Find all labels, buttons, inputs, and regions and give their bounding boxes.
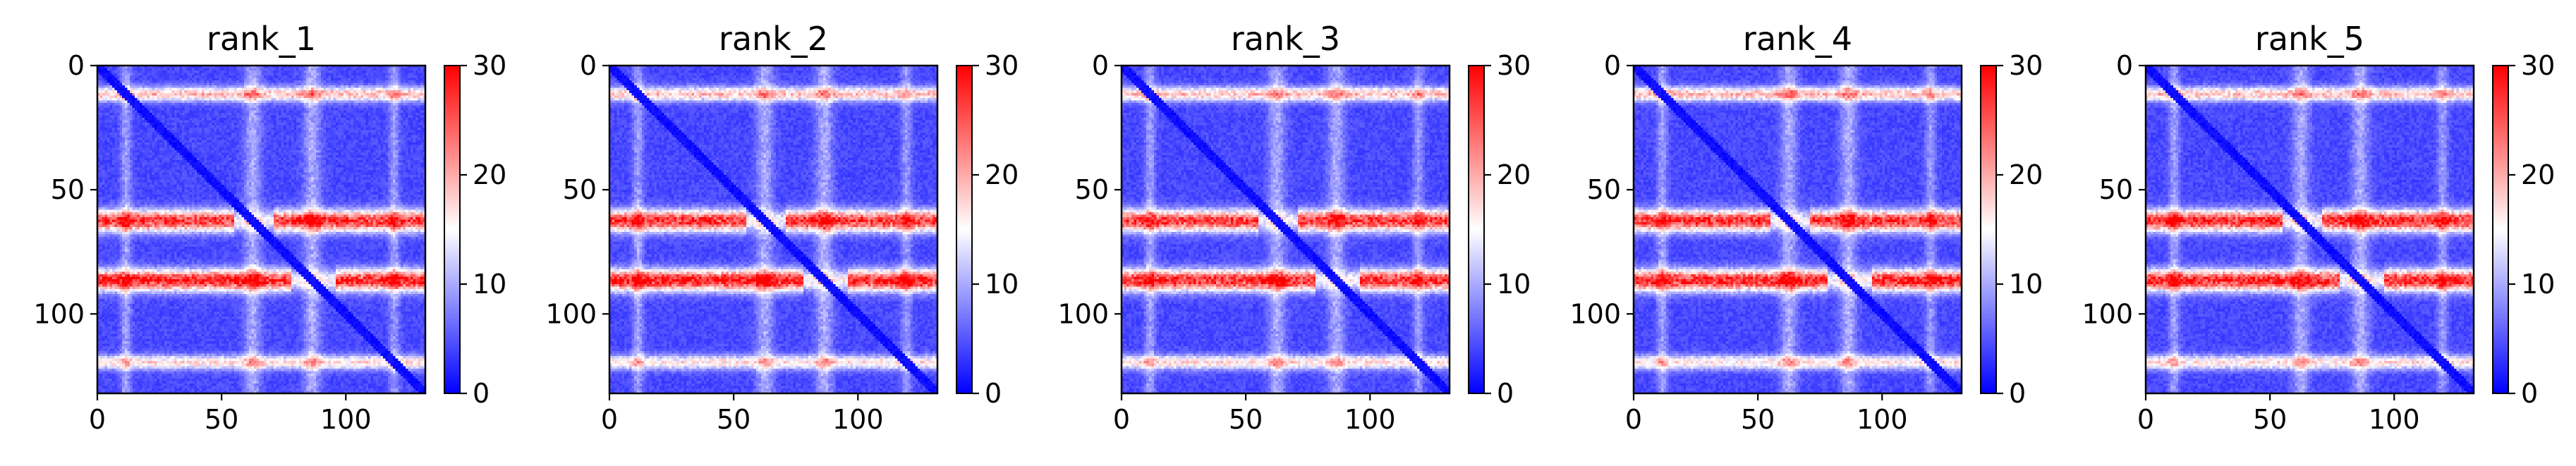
colorbar-frame (956, 65, 973, 394)
colorbar-tick-label: 30 (473, 50, 506, 81)
colorbar-frame (444, 65, 461, 394)
colorbar-frame (1980, 65, 1997, 394)
heatmap-image (2146, 66, 2474, 393)
colorbar-tick-label: 0 (1497, 378, 1514, 409)
x-tick-label: 100 (1857, 404, 1908, 435)
y-tick-label: 100 (2082, 298, 2133, 329)
colorbar (1981, 66, 1996, 393)
y-tick-label: 50 (51, 174, 85, 205)
y-tick-label: 100 (1569, 298, 1621, 329)
colorbar-tick-label: 30 (2521, 50, 2555, 81)
panel-title: rank_1 (207, 20, 316, 58)
x-tick-label: 50 (2253, 404, 2287, 435)
y-tick-label: 50 (2099, 174, 2133, 205)
heatmap-panel-4: rank_4 0 50 100 0 50 100 0 10 20 30 (1569, 20, 2043, 435)
colorbar-tick-label: 20 (1497, 159, 1531, 190)
panel-title: rank_5 (2255, 20, 2364, 58)
colorbar-tick-label: 20 (473, 159, 506, 190)
y-tick-label: 0 (1604, 50, 1621, 81)
x-tick-label: 0 (601, 404, 618, 435)
panel-title: rank_2 (719, 20, 828, 58)
colorbar-tick-label: 20 (2521, 159, 2555, 190)
colorbar-tick-label: 30 (985, 50, 1019, 81)
colorbar-tick-label: 10 (1497, 269, 1531, 300)
colorbar (956, 66, 972, 393)
colorbar-tick-label: 0 (2521, 378, 2538, 409)
axes-frame (1632, 64, 1963, 395)
y-tick-label: 0 (2116, 50, 2133, 81)
panel-title: rank_3 (1231, 20, 1340, 58)
x-tick-label: 50 (1229, 404, 1263, 435)
y-tick-label: 50 (1075, 174, 1109, 205)
heatmap-panel-3: rank_3 0 50 100 0 50 100 0 10 20 30 (1057, 20, 1531, 435)
colorbar-tick-label: 0 (2009, 378, 2026, 409)
colorbar-tick-label: 30 (1497, 50, 1531, 81)
colorbar (444, 66, 460, 393)
x-tick-label: 0 (1113, 404, 1130, 435)
y-tick-label: 0 (580, 50, 597, 81)
colorbar (1469, 66, 1484, 393)
y-tick-label: 100 (1057, 298, 1109, 329)
axes-frame (2144, 64, 2475, 395)
x-tick-label: 0 (1625, 404, 1642, 435)
x-tick-label: 50 (717, 404, 751, 435)
colorbar-tick-label: 10 (2009, 269, 2043, 300)
axes-frame (96, 64, 427, 395)
axes-frame (608, 64, 939, 395)
colorbar-tick-label: 0 (985, 378, 1002, 409)
y-tick-label: 0 (1092, 50, 1109, 81)
y-tick-label: 50 (563, 174, 597, 205)
colorbar-tick-label: 30 (2009, 50, 2043, 81)
heatmap-image (1122, 66, 1450, 393)
x-tick-label: 0 (2137, 404, 2154, 435)
colorbar (2493, 66, 2508, 393)
x-tick-label: 50 (205, 404, 238, 435)
y-tick-label: 50 (1587, 174, 1621, 205)
x-tick-label: 100 (1344, 404, 1396, 435)
heatmap-panel-1: rank_1 0 50 100 0 50 100 0 10 20 30 (33, 20, 506, 435)
x-tick-label: 100 (320, 404, 372, 435)
x-tick-label: 100 (2369, 404, 2420, 435)
colorbar-tick-label: 10 (2521, 269, 2555, 300)
colorbar-tick-label: 20 (2009, 159, 2043, 190)
heatmap-panel-2: rank_2 0 50 100 0 50 100 0 10 20 30 (545, 20, 1019, 435)
heatmap-image (97, 66, 425, 393)
axes-frame (1120, 64, 1451, 395)
heatmap-image (1634, 66, 1962, 393)
colorbar-frame (2492, 65, 2509, 394)
heatmap-panel-5: rank_5 0 50 100 0 50 100 0 10 20 30 (2082, 20, 2555, 435)
y-tick-label: 0 (68, 50, 85, 81)
colorbar-tick-label: 0 (473, 378, 490, 409)
x-tick-label: 50 (1741, 404, 1775, 435)
x-tick-label: 100 (832, 404, 884, 435)
x-tick-label: 0 (89, 404, 106, 435)
y-tick-label: 100 (33, 298, 85, 329)
colorbar-tick-label: 10 (473, 269, 506, 300)
colorbar-tick-label: 20 (985, 159, 1019, 190)
colorbar-tick-label: 10 (985, 269, 1019, 300)
panel-title: rank_4 (1743, 20, 1852, 58)
colorbar-frame (1468, 65, 1485, 394)
heatmap-image (609, 66, 937, 393)
y-tick-label: 100 (545, 298, 597, 329)
